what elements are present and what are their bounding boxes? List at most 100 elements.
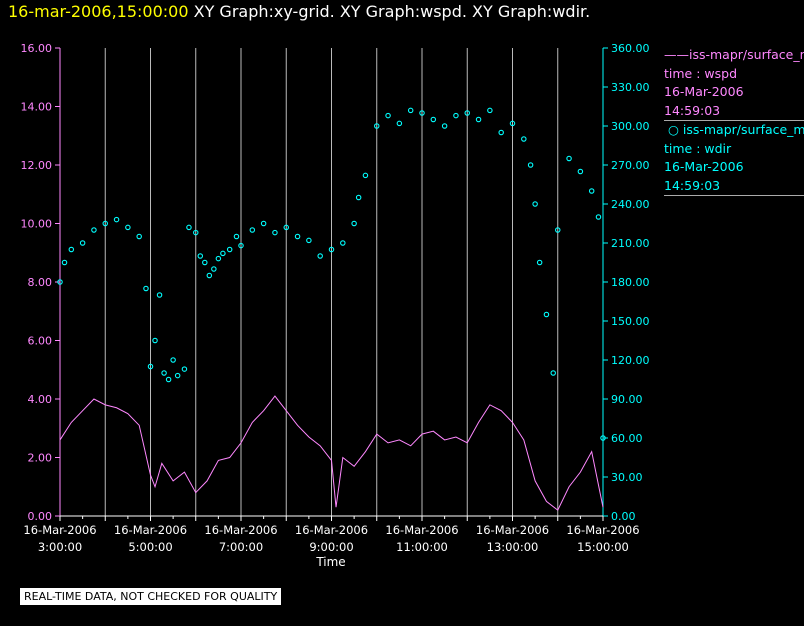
left-tick-label: 4.00 [28, 393, 53, 406]
right-tick-label: 120.00 [611, 354, 650, 367]
quality-note: REAL-TIME DATA, NOT CHECKED FOR QUALITY [20, 588, 282, 605]
left-axis-ticks: 0.00 2.00 4.00 6.00 8.00 10.00 12.00 14.00 16.00 [21, 42, 60, 523]
wdir-point [211, 266, 217, 272]
wdir-point [328, 246, 335, 253]
wdir-point [306, 237, 312, 244]
wdir-point [487, 107, 493, 114]
page-header: 16-mar-2006,15:00:00 XY Graph:xy-grid. X… [8, 2, 590, 21]
left-tick-label: 0.00 [28, 510, 53, 523]
wdir-point [215, 255, 222, 262]
wdir-point [202, 259, 208, 266]
wdir-point [226, 246, 233, 253]
wdir-point [102, 220, 109, 227]
wdir-point [527, 162, 534, 168]
x-tick-date: 16-Mar-2006 [204, 523, 277, 537]
wdir-point [220, 250, 226, 257]
x-tick-date: 16-Mar-2006 [23, 523, 96, 537]
wdir-point [147, 363, 154, 370]
wdir-point [152, 337, 158, 344]
left-tick-label: 12.00 [21, 159, 53, 172]
wdir-point [249, 227, 256, 233]
right-tick-label: 90.00 [611, 393, 643, 406]
x-tick-date: 16-Mar-2006 [114, 523, 187, 537]
wdir-point [238, 242, 244, 249]
wdir-point [453, 112, 459, 119]
wdir-point [362, 172, 369, 179]
wdir-point [317, 253, 323, 259]
left-tick-label: 16.00 [21, 42, 53, 55]
wdir-point [125, 224, 131, 231]
wdir-point [475, 116, 482, 123]
wdir-point [554, 227, 561, 233]
x-tick-time: 9:00:00 [309, 540, 353, 554]
left-tick-label: 6.00 [28, 335, 53, 348]
wdir-point [396, 120, 403, 127]
wspd-line [59, 395, 604, 511]
wdir-point [260, 220, 267, 227]
right-tick-label: 330.00 [611, 81, 650, 94]
wdir-point [419, 110, 425, 116]
x-tick-time: 5:00:00 [128, 540, 172, 554]
legend-date: 16-Mar-2006 [664, 84, 744, 99]
wdir-point [294, 233, 301, 240]
wdir-point [385, 112, 391, 119]
x-tick-time: 11:00:00 [396, 540, 448, 554]
left-tick-label: 10.00 [21, 218, 53, 231]
wdir-point [186, 224, 192, 231]
wdir-point [498, 129, 504, 136]
wdir-point [588, 188, 595, 194]
legend-circle-marker: ○ [664, 122, 683, 137]
wdir-point [550, 370, 556, 376]
wdir-point [61, 259, 68, 266]
wdir-point [161, 370, 167, 376]
left-tick-label: 2.00 [28, 452, 53, 465]
wdir-point [464, 110, 470, 116]
right-tick-label: 60.00 [611, 432, 643, 445]
wdir-point [170, 357, 176, 363]
right-tick-label: 240.00 [611, 198, 650, 211]
grid-lines [104, 48, 559, 516]
wdir-point [91, 227, 97, 233]
wdir-point [68, 246, 75, 253]
legend-variable-label: time : wdir [664, 140, 732, 156]
wdir-point [57, 279, 63, 285]
wdir-point [566, 155, 572, 162]
wdir-point [165, 376, 172, 383]
legend: ——iss-mapr/surface_m time : wspd 16-Mar-… [664, 46, 804, 196]
header-graph-titles: XY Graph:xy-grid. XY Graph:wspd. XY Grap… [193, 2, 591, 21]
x-tick-date: 16-Mar-2006 [385, 523, 458, 537]
wdir-point [206, 272, 213, 279]
legend-source-label: iss-mapr/surface_m [689, 47, 804, 62]
wdir-point [136, 233, 142, 240]
wdir-point [351, 220, 357, 227]
wdir-point [595, 214, 602, 220]
x-tick-time: 7:00:00 [219, 540, 263, 554]
x-tick-date: 16-Mar-2006 [295, 523, 368, 537]
wdir-point [193, 229, 199, 236]
header-timestamp: 16-mar-2006,15:00:00 [8, 2, 189, 21]
right-axis-ticks: 0.00 30.00 60.00 90.00 120.00 150.00 180.00 210… [603, 42, 650, 523]
wdir-point [283, 224, 289, 231]
x-tick-time: 3:00:00 [38, 540, 82, 554]
wdir-point [113, 216, 120, 223]
wdir-point [600, 435, 606, 441]
wdir-point [536, 259, 543, 266]
wdir-point [355, 194, 362, 201]
x-tick-time: 15:00:00 [577, 540, 629, 554]
legend-entry-wspd: ——iss-mapr/surface_m time : wspd 16-Mar-… [664, 46, 804, 121]
wdir-point [430, 116, 437, 123]
x-axis-ticks: 16-Mar-2006 3:00:00 16-Mar-2006 5:00:00 16-M… [23, 516, 640, 554]
wdir-point [79, 240, 86, 246]
wdir-point [174, 372, 181, 379]
legend-line-marker: —— [664, 47, 689, 62]
right-tick-label: 270.00 [611, 159, 650, 172]
legend-source-label: iss-mapr/surface_m [682, 122, 804, 137]
legend-date: 16-Mar-2006 [664, 159, 744, 174]
wdir-point [181, 366, 188, 372]
wdir-point [441, 123, 448, 129]
left-tick-label: 14.00 [21, 101, 53, 114]
series-wdir [57, 107, 606, 441]
x-tick-date: 16-Mar-2006 [566, 523, 639, 537]
wdir-point [543, 311, 550, 318]
